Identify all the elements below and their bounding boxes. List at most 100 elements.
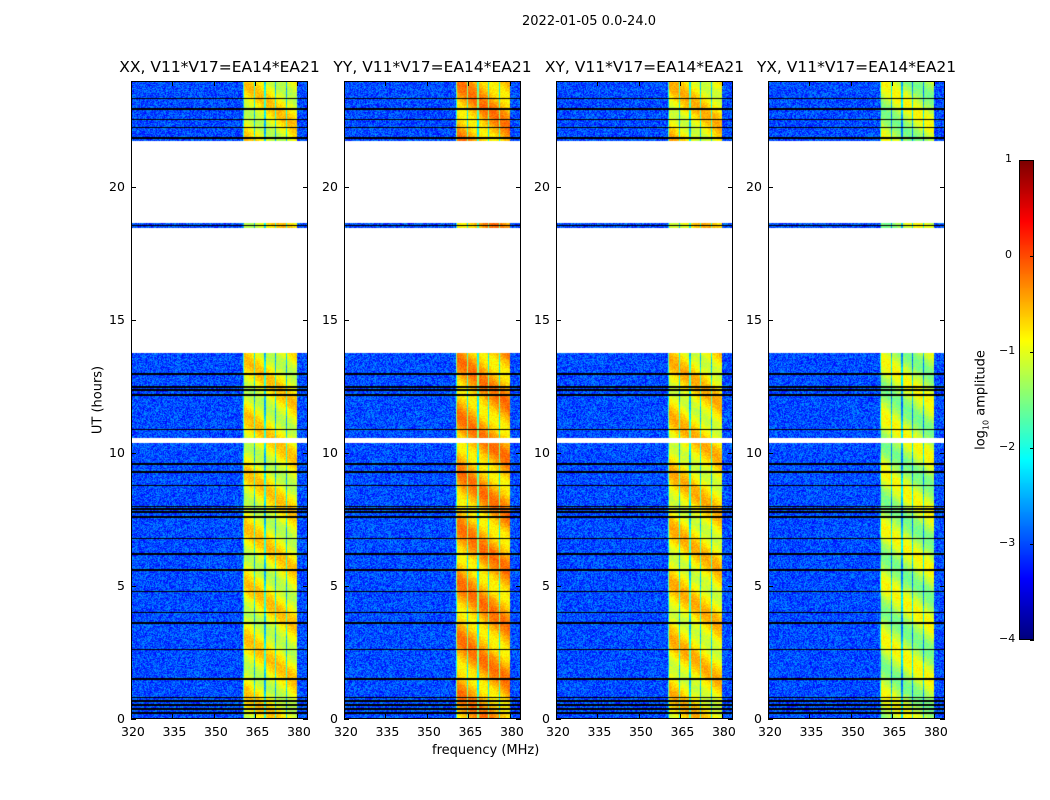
y-tick-label: 10 [534,445,550,461]
y-tick-mark [131,453,136,455]
y-tick-mark [768,719,773,720]
spectrogram-heatmap [769,82,944,718]
y-tick-mark [344,586,349,588]
colorbar-tick-mark [1030,544,1034,545]
y-tick-mark [768,453,773,455]
colorbar-label: log10 amplitude [973,350,991,450]
x-tick-label: 335 [587,724,612,739]
x-tick-mark [680,714,682,719]
x-tick-mark [597,714,599,719]
x-tick-mark [768,714,769,719]
y-tick-label: 0 [117,711,125,726]
panel-title: YX, V11*V17=EA14*EA21 [756,58,957,76]
y-tick-mark [131,719,136,720]
y-tick-mark [516,453,521,455]
y-tick-label: 15 [322,312,338,328]
x-tick-mark [809,81,811,86]
y-tick-mark [556,320,561,322]
x-tick-label: 380 [499,724,524,739]
colorbar-tick-mark [1030,256,1034,257]
panel-title: YY, V11*V17=EA14*EA21 [333,58,532,76]
y-tick-mark [728,453,733,455]
colorbar-tick-mark [1030,640,1034,641]
x-tick-label: 320 [758,724,782,739]
x-tick-mark [721,714,723,719]
y-tick-label: 15 [109,312,125,328]
colorbar-tick-label: −2 [999,440,1016,453]
spectrogram-panel [131,81,308,719]
colorbar-tick-mark [1030,160,1034,161]
y-tick-mark [940,187,945,189]
x-tick-label: 365 [882,724,907,739]
x-tick-mark [131,714,132,719]
x-tick-mark [385,714,387,719]
x-tick-mark [172,714,174,719]
spectrogram-heatmap [345,82,520,718]
y-tick-label: 20 [322,179,338,195]
x-tick-label: 350 [416,724,441,739]
spectrogram-panel [556,81,733,719]
x-tick-mark [468,81,470,86]
colorbar-tick-label: −3 [999,536,1016,549]
y-tick-mark [344,453,349,455]
x-tick-mark [850,81,852,86]
y-tick-label: 15 [534,312,550,328]
y-tick-mark [516,719,521,720]
y-tick-label: 10 [322,445,338,461]
x-tick-mark [638,81,640,86]
x-tick-mark [426,714,428,719]
y-tick-mark [303,719,308,720]
x-tick-mark [768,81,769,86]
y-tick-mark [516,320,521,322]
x-tick-label: 320 [334,724,358,739]
x-tick-label: 320 [546,724,570,739]
y-tick-mark [556,187,561,189]
x-tick-label: 350 [840,724,865,739]
x-tick-mark [809,714,811,719]
colorbar-tick-mark [1030,352,1034,353]
panel-title: XX, V11*V17=EA14*EA21 [119,58,320,76]
spectrogram-heatmap [132,82,307,718]
y-tick-mark [728,719,733,720]
x-axis-label: frequency (MHz) [432,743,540,758]
x-tick-label: 350 [628,724,653,739]
y-tick-mark [940,320,945,322]
spectrogram-heatmap [557,82,732,718]
y-tick-mark [131,187,136,189]
y-tick-label: 10 [109,445,125,461]
spectrogram-panel [344,81,521,719]
x-tick-label: 335 [162,724,187,739]
y-tick-mark [131,586,136,588]
y-tick-mark [303,320,308,322]
x-tick-mark [213,714,215,719]
x-tick-mark [721,81,723,86]
y-tick-mark [728,187,733,189]
y-axis-label: UT (hours) [90,365,106,435]
x-tick-mark [296,81,298,86]
x-tick-mark [933,81,935,86]
y-tick-mark [303,453,308,455]
x-tick-mark [468,714,470,719]
x-tick-mark [344,714,345,719]
y-tick-mark [516,586,521,588]
y-tick-mark [556,453,561,455]
y-tick-mark [303,187,308,189]
y-tick-mark [940,453,945,455]
x-tick-mark [509,714,511,719]
x-tick-label: 320 [121,724,145,739]
y-tick-mark [768,320,773,322]
y-tick-label: 0 [330,711,338,726]
x-tick-label: 380 [711,724,736,739]
y-tick-label: 20 [534,179,550,195]
x-tick-label: 380 [923,724,948,739]
x-tick-mark [933,714,935,719]
x-tick-mark [638,714,640,719]
x-tick-mark [509,81,511,86]
x-tick-label: 380 [286,724,311,739]
x-tick-mark [892,81,894,86]
x-tick-mark [680,81,682,86]
y-tick-label: 15 [746,312,762,328]
x-tick-mark [131,81,132,86]
y-tick-mark [556,586,561,588]
y-tick-mark [344,719,349,720]
